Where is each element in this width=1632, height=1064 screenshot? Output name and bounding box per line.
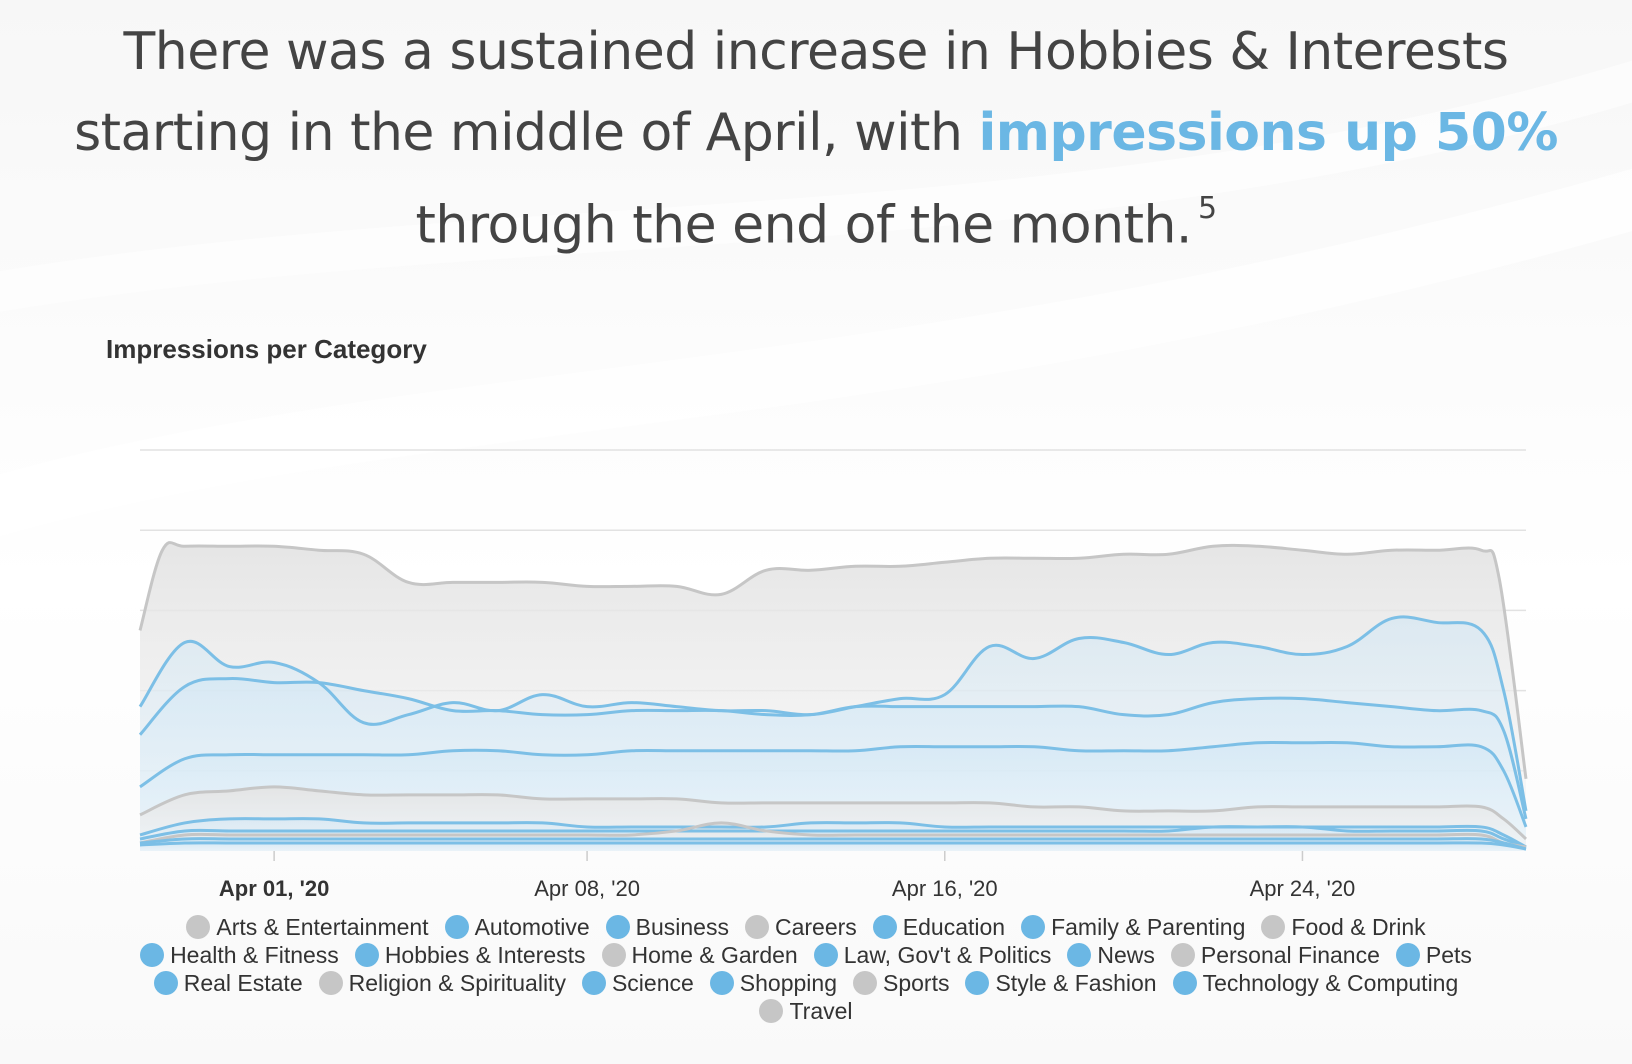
legend-dot-icon [1067,943,1092,967]
legend-label: News [1097,941,1155,968]
legend-dot-icon [605,915,630,939]
legend-label: Home & Garden [631,941,798,968]
legend-item-education[interactable]: Education [872,913,1013,940]
legend-label: Arts & Entertainment [216,913,429,940]
series-areas [138,541,1528,851]
series-line-arts-entertainment [138,541,1528,780]
x-tick-label-1: Apr 08, '20 [534,876,640,901]
legend-item-hobbies-interests[interactable]: Hobbies & Interests [354,941,594,968]
x-tick-label-0: Apr 01, '20 [219,876,329,901]
legend-item-arts-entertainment[interactable]: Arts & Entertainment [186,913,436,940]
legend-item-news[interactable]: News [1067,941,1163,968]
x-tick-label-2: Apr 16, '20 [892,876,998,901]
legend-dot-icon [759,999,784,1023]
series-line-business [138,677,1528,820]
legend-label: Careers [774,913,857,940]
legend-dot-icon [813,943,838,967]
series-line-style-fashion [139,825,1527,849]
chart-legend: Arts & Entertainment Automotive Business Ca… [140,913,1480,1024]
legend-item-family-parenting[interactable]: Family & Parenting [1021,913,1253,940]
legend-dot-icon [444,915,469,939]
legend-label: Automotive [474,913,590,940]
footnote-marker: 5 [1197,191,1217,226]
legend-dot-icon [852,971,877,995]
legend-label: Business [635,913,729,940]
legend-dot-icon [140,943,165,967]
legend-dot-icon [601,943,626,967]
legend-dot-icon [153,971,178,995]
series-line-travel [139,821,1527,849]
legend-dot-icon [318,971,343,995]
legend-label: Real Estate [183,969,303,996]
legend-item-personal-finance[interactable]: Personal Finance [1170,941,1388,968]
legend-item-religion-spirituality[interactable]: Religion & Spirituality [318,969,574,996]
legend-dot-icon [1172,971,1197,995]
legend-label: Shopping [739,969,837,996]
legend-dot-icon [581,971,606,995]
legend-item-travel[interactable]: Travel [759,997,860,1024]
series-line-shopping [139,817,1527,849]
headline-line-2-text: starting in the middle of April, with [74,103,979,163]
legend-item-home-garden[interactable]: Home & Garden [601,941,806,968]
legend-label: Sports [882,969,950,996]
legend-item-automotive[interactable]: Automotive [444,913,598,940]
legend-label: Travel [789,997,853,1024]
legend-item-real-estate[interactable]: Real Estate [153,969,311,996]
legend-dot-icon [1395,943,1420,967]
legend-label: Religion & Spirituality [348,969,566,996]
legend-label: Food & Drink [1291,913,1426,940]
series-line-food-drink [139,785,1528,841]
legend-label: Science [611,969,694,996]
headline-line-1: There was a sustained increase in Hobbie… [123,22,1509,82]
legend-dot-icon [744,915,769,939]
headline-line-3-text: through the end of the month. [415,195,1192,256]
headline: There was a sustained increase in Hobbie… [0,12,1632,266]
series-line-health-fitness [139,740,1528,828]
series-line-technology-computing [139,841,1527,851]
legend-item-law-gov-t-politics[interactable]: Law, Gov't & Politics [813,941,1060,968]
legend-item-style-fashion[interactable]: Style & Fashion [965,969,1164,996]
legend-item-technology-computing[interactable]: Technology & Computing [1172,969,1467,996]
legend-label: Style & Fashion [995,969,1157,996]
headline-line-2: starting in the middle of April, with im… [0,93,1632,174]
legend-label: Family & Parenting [1051,913,1246,940]
legend-label: Health & Fitness [170,941,339,968]
legend-label: Law, Gov't & Politics [843,941,1052,968]
legend-dot-icon [1170,943,1195,967]
x-axis: Apr 01, '20 Apr 08, '20 Apr 16, '20 Apr 24,… [219,851,1355,901]
legend-dot-icon [186,915,211,939]
legend-dot-icon [354,943,379,967]
legend-label: Pets [1425,941,1472,968]
legend-dot-icon [965,971,990,995]
legend-dot-icon [872,915,897,939]
legend-label: Personal Finance [1200,941,1380,968]
headline-highlight: impressions up 50% [978,103,1558,163]
legend-item-health-fitness[interactable]: Health & Fitness [140,941,347,968]
legend-item-science[interactable]: Science [581,969,702,996]
legend-item-food-drink[interactable]: Food & Drink [1261,913,1433,940]
headline-line-3: through the end of the month. 5 [0,174,1632,266]
legend-dot-icon [709,971,734,995]
legend-label: Education [902,913,1006,940]
legend-item-shopping[interactable]: Shopping [709,969,845,996]
legend-item-careers[interactable]: Careers [744,913,865,940]
legend-label: Hobbies & Interests [384,941,586,968]
legend-item-sports[interactable]: Sports [852,969,957,996]
legend-dot-icon [1261,915,1286,939]
legend-item-business[interactable]: Business [605,913,737,940]
chart-title: Impressions per Category [106,334,427,364]
x-tick-label-3: Apr 24, '20 [1250,876,1356,901]
legend-dot-icon [1021,915,1046,939]
legend-label: Technology & Computing [1202,969,1459,996]
legend-item-pets[interactable]: Pets [1395,941,1480,968]
series-area-technology-computing [140,842,1526,851]
series-line-news [139,837,1527,851]
